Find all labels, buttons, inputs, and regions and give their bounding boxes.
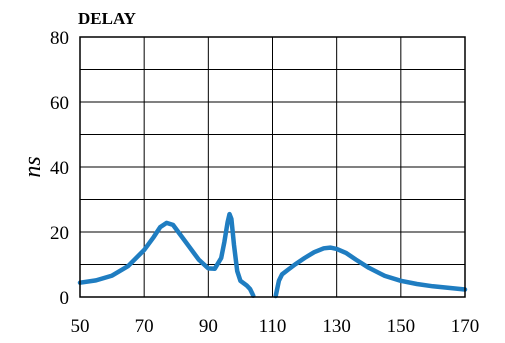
y-tick-label: 0: [60, 288, 70, 309]
plot-area-frame: [79, 36, 466, 298]
x-tick-label: 110: [259, 316, 287, 337]
x-tick-label: 130: [322, 316, 351, 337]
y-tick-label: 20: [50, 223, 69, 244]
delay-series-line: [273, 245, 468, 299]
y-axis-label: ns: [20, 156, 46, 177]
grid-lines: [80, 37, 465, 297]
x-tick-label: 150: [387, 316, 416, 337]
x-tick-label: 50: [71, 316, 90, 337]
y-tick-label: 60: [50, 93, 69, 114]
x-tick-labels: 50 70 90 110 130 150 170: [71, 316, 480, 337]
x-tick-label: 90: [199, 316, 218, 337]
y-tick-labels: 0 20 40 60 80: [50, 28, 69, 309]
y-tick-label: 40: [50, 158, 69, 179]
x-tick-label: 70: [135, 316, 154, 337]
y-tick-label: 80: [50, 28, 69, 49]
series-layer: [77, 211, 468, 299]
delay-series-line: [77, 211, 256, 298]
x-tick-label: 170: [451, 316, 480, 337]
chart-title: DELAY: [78, 9, 136, 28]
